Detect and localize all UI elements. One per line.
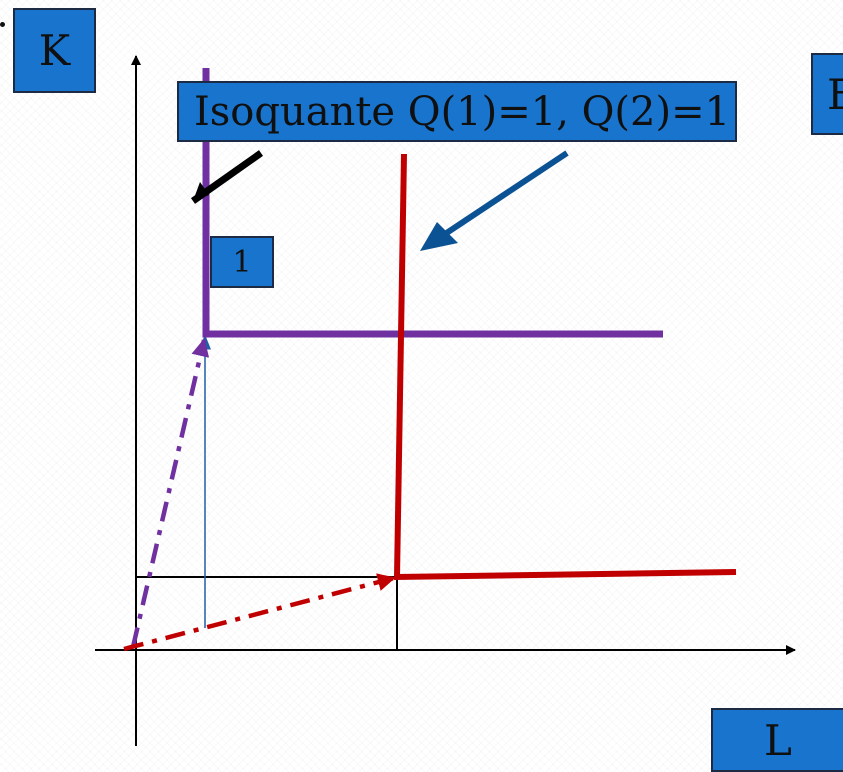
isoquant-title-text: Isoquante Q(1)=1, Q(2)=1: [193, 88, 731, 135]
k-axis-label-text: K: [38, 26, 71, 75]
red-isoquant: [393, 153, 737, 581]
black-pointer-arrowhead: [193, 182, 209, 201]
red-ray-arrow: [123, 573, 396, 652]
stray-dot: [0, 22, 5, 27]
blue-pointer-arrowhead: [420, 222, 458, 251]
isoquant-title-label: Isoquante Q(1)=1, Q(2)=1: [177, 81, 737, 142]
cut-off-label-text: E: [827, 70, 843, 119]
one-label-text: 1: [232, 244, 252, 280]
cut-off-label: E: [811, 53, 843, 135]
k-axis-label: K: [13, 8, 96, 93]
purple-isoquant: [202, 68, 663, 338]
purple-ray-arrow: [130, 338, 210, 648]
blue-pointer-arrow: [425, 150, 569, 249]
one-label: 1: [210, 236, 274, 288]
l-axis-label: L: [711, 708, 843, 772]
l-axis-label-text: L: [764, 715, 792, 765]
